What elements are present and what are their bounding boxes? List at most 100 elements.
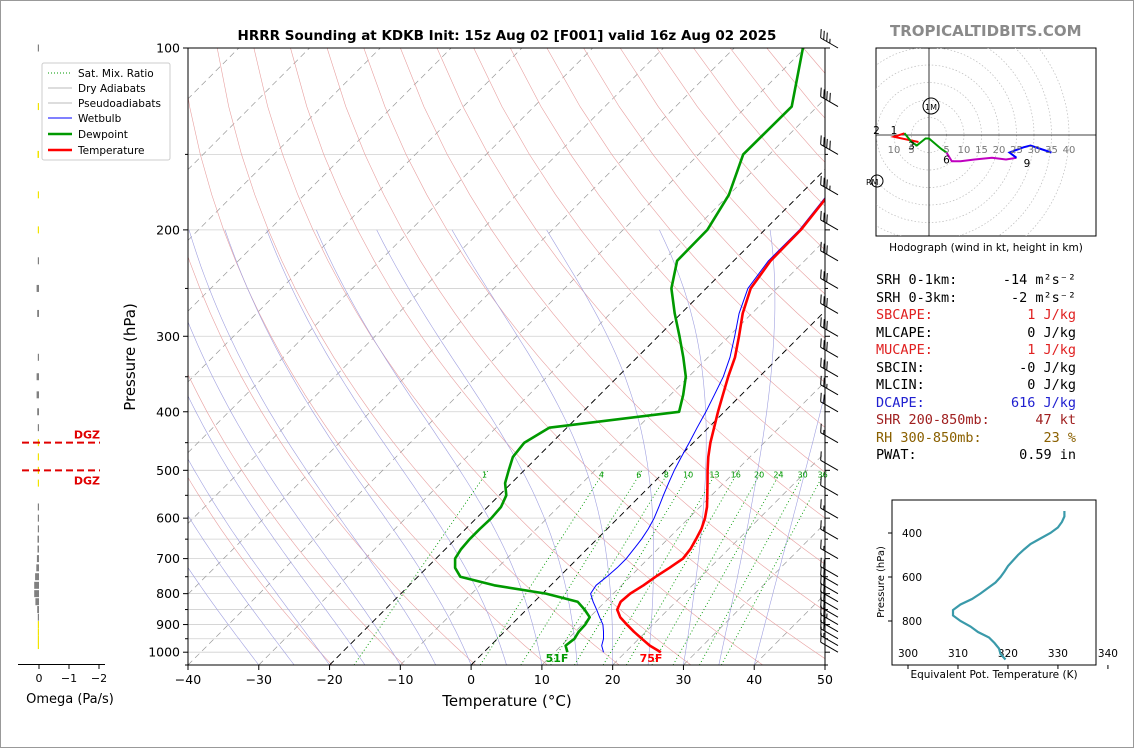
parameter-label: SRH 0-3km: [876, 289, 958, 306]
x-tick-label: −30 [246, 672, 272, 687]
parameter-value: 0 J/kg [1027, 377, 1076, 393]
hodograph-ring-label: 40 [1063, 145, 1076, 156]
parameter-value: -2 m²s⁻² [1010, 289, 1076, 306]
omega-bar [37, 191, 39, 199]
hodograph-height-label: 6 [943, 155, 950, 167]
omega-tick-label: −2 [91, 672, 107, 685]
wind-barb-flag [823, 177, 825, 187]
dry-adiabat [546, 48, 825, 383]
dry-adiabat [188, 255, 476, 665]
minus20-isotherm [329, 168, 825, 665]
x-tick-label: 20 [605, 672, 621, 687]
storm-motion-marker [922, 97, 940, 115]
parameter-label: MLCIN: [876, 377, 925, 393]
wetbulb-line [590, 196, 825, 653]
wind-barb-flag [823, 243, 825, 253]
theta-e-line [951, 511, 1066, 661]
mixing-ratio-label: 30 [798, 471, 808, 480]
x-tick-label: −10 [387, 672, 413, 687]
wind-barb-flag [823, 394, 825, 404]
wind-barb-flag [820, 451, 822, 461]
skewt-frame [187, 47, 826, 666]
hodograph-height-label: 9 [1024, 158, 1031, 170]
parameter-label: SRH 0-1km: [876, 272, 958, 288]
omega-bar [37, 150, 39, 158]
parameter-label: RH 300-850mb: [876, 429, 982, 446]
hodograph-labels: 10 5 5 10 15 20 25 30 35 40 1M RM 2 13 6 9 [866, 97, 1076, 188]
parameter-value: -0 J/kg [1019, 359, 1076, 376]
parameter-value: 0 J/kg [1027, 324, 1076, 341]
wind-barb [820, 375, 839, 396]
dry-adiabat [436, 48, 825, 519]
wind-barb [820, 269, 839, 289]
x-tick-label: −20 [316, 672, 342, 687]
theta-e-xlabel: Equivalent Pot. Temperature (K) [910, 669, 1077, 681]
hodograph-ring-label: 5 [943, 145, 949, 156]
mixing-ratio-label: 8 [664, 471, 669, 480]
isotherm-line [400, 239, 825, 665]
x-tick-label: 40 [746, 672, 762, 687]
parameter-table: SRH 0-1km: -14 m²s⁻² SRH 0-3km: -2 m²s⁻² SBC… [876, 272, 1076, 465]
hodograph-ring-label: 10 [888, 145, 901, 156]
wind-barb [820, 294, 839, 314]
wind-barb-flag [823, 340, 825, 350]
omega-bar [37, 309, 39, 317]
wind-barb-flag [826, 32, 828, 42]
parameter-row: SBCAPE: 1 J/kg [876, 307, 1076, 325]
zero-degree-isotherm [470, 310, 825, 665]
pseudoadiabat [266, 229, 507, 665]
wind-barb [820, 317, 839, 337]
wind-barb-staff [820, 484, 839, 496]
hodograph-segment [903, 132, 948, 154]
wind-barb-flag [823, 568, 825, 578]
wind-barb [820, 338, 839, 358]
surface-temperature-label: 75F [640, 652, 663, 665]
parameter-label: SBCAPE: [876, 307, 933, 323]
theta-e-ylabel: Pressure (hPa) [876, 546, 887, 618]
wind-barb-flag [823, 212, 825, 222]
wind-barb-flag [823, 319, 825, 329]
theta-e-y-tick-label: 400 [902, 528, 922, 540]
wind-barb-flag [823, 137, 825, 147]
pseudoadiabat [188, 229, 436, 665]
hodograph-ring-label: 10 [958, 145, 971, 156]
isotherm-line [683, 522, 825, 665]
omega-bar [37, 453, 39, 461]
wind-barb-flag [826, 91, 828, 101]
wind-barb-flag [826, 179, 828, 189]
wind-barb-half [826, 383, 828, 389]
temperature-line [615, 197, 825, 654]
wind-barb-flag [820, 210, 822, 220]
wind-barb-flag [820, 269, 822, 279]
dry-adiabat [400, 48, 825, 565]
pseudoadiabat [451, 229, 613, 665]
dry-adiabat [216, 48, 620, 665]
hodograph-rings [876, 48, 1096, 236]
wind-barb-half [823, 526, 825, 531]
y-tick-label: 700 [156, 551, 180, 566]
dgz-markers: DGZ DGZ [22, 429, 100, 487]
y-tick-label: 300 [156, 329, 180, 344]
dry-adiabat [188, 94, 548, 665]
profile-lines [453, 48, 825, 654]
parameter-row: DCAPE: 616 J/kg [876, 395, 1076, 413]
theta-e-x-tick-label: 300 [898, 648, 918, 660]
wind-barb-half [829, 38, 831, 44]
mixing-ratio-line [651, 470, 763, 665]
mixing-ratio-label: 20 [754, 471, 764, 480]
omega-bar [37, 606, 39, 614]
wind-barb [820, 476, 839, 496]
mixing-ratio-label: 16 [731, 471, 741, 480]
omega-bar [37, 635, 39, 643]
parameter-row: RH 300-850mb: 23 % [876, 430, 1076, 448]
hodograph-height-label: 1 [891, 125, 898, 137]
omega-tick-label: −1 [61, 672, 77, 685]
parameter-label: MLCAPE: [876, 324, 933, 341]
omega-bar [34, 590, 39, 598]
wind-barb-flag [820, 557, 822, 567]
omega-bar [34, 581, 39, 589]
wind-barb-half [823, 545, 825, 551]
parameter-label: DCAPE: [876, 394, 925, 411]
parameter-value: 1 J/kg [1027, 307, 1076, 323]
